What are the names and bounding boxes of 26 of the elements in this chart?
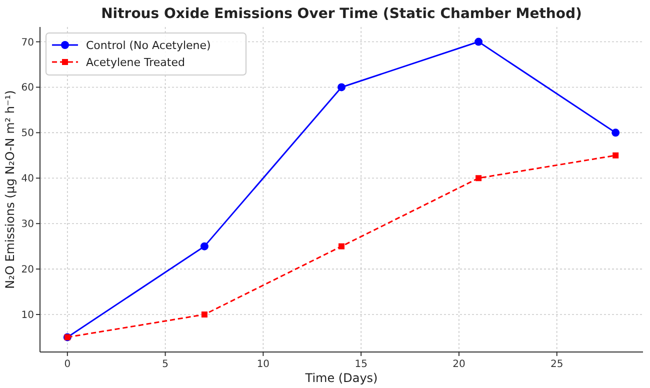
legend-label: Control (No Acetylene): [86, 39, 211, 52]
point: [612, 128, 620, 137]
y-tick-label: 20: [21, 264, 34, 276]
legend-label: Acetylene Treated: [86, 56, 185, 69]
point: [200, 242, 208, 250]
point: [474, 38, 483, 46]
x-tick-label: 20: [452, 359, 466, 370]
x-tick-label: 0: [64, 359, 71, 370]
y-tick-label: 40: [21, 174, 34, 185]
point: [612, 152, 619, 158]
x-tick-label: 10: [256, 359, 270, 370]
y-tick-label: 10: [21, 310, 34, 321]
point: [476, 175, 482, 182]
point: [338, 83, 346, 92]
x-tick-label: 25: [550, 359, 564, 370]
y-tick-label: 50: [21, 128, 34, 140]
y-axis-title: N₂O Emissions (μg N₂O-N m² h⁻¹): [3, 90, 17, 289]
x-tick-label: 15: [354, 359, 368, 370]
y-tick-label: 60: [21, 82, 34, 94]
point: [201, 312, 208, 318]
x-axis-title: Time (Days): [304, 371, 378, 385]
y-tick-label: 30: [21, 219, 34, 230]
point: [338, 243, 344, 250]
x-tick-label: 5: [162, 359, 168, 370]
chart-title: Nitrous Oxide Emissions Over Time (Static Chamber Method): [101, 6, 582, 22]
y-tick-label: 70: [21, 37, 34, 48]
